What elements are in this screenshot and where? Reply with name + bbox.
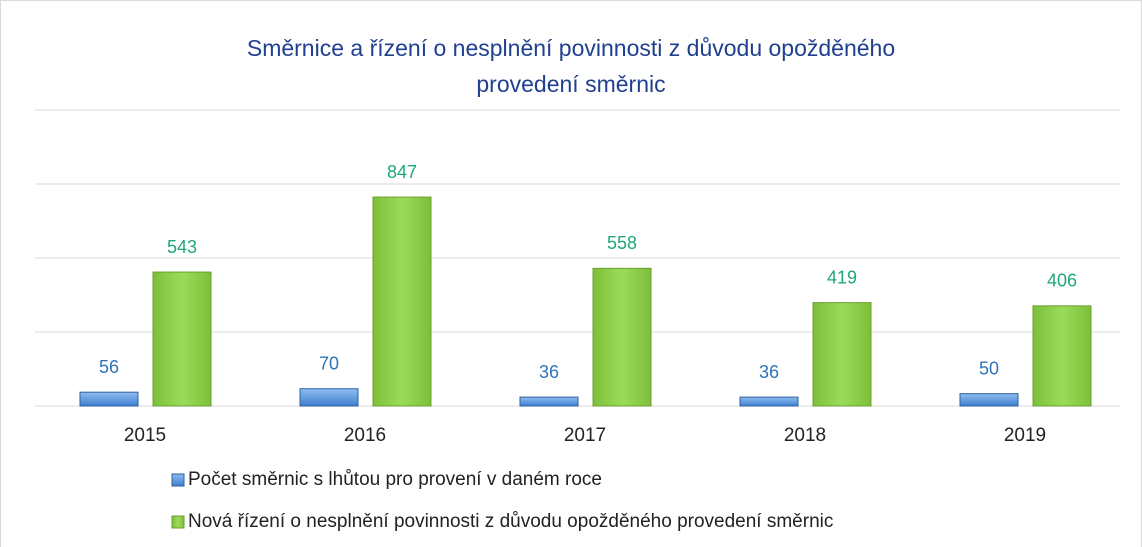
- bar: [1032, 305, 1092, 407]
- x-tick-label: 2018: [784, 425, 826, 446]
- data-label: 847: [387, 162, 417, 182]
- bar: [812, 302, 872, 407]
- chart-title: provedení směrnic: [476, 71, 665, 97]
- legend-swatch: [171, 473, 185, 487]
- bar: [79, 391, 139, 407]
- x-tick-label: 2019: [1004, 425, 1046, 446]
- x-tick-label: 2016: [344, 425, 386, 446]
- chart-title: Směrnice a řízení o nesplnění povinnosti…: [247, 35, 895, 61]
- bar: [519, 396, 579, 407]
- data-label: 56: [99, 357, 119, 377]
- data-label: 36: [759, 362, 779, 382]
- data-label: 419: [827, 267, 857, 287]
- data-label: 406: [1047, 271, 1077, 291]
- x-tick-label: 2017: [564, 425, 606, 446]
- data-label: 36: [539, 362, 559, 382]
- bar: [959, 393, 1019, 407]
- data-label: 50: [979, 358, 999, 378]
- bar: [299, 388, 359, 407]
- data-label: 543: [167, 237, 197, 257]
- bar: [372, 196, 432, 407]
- bar: [152, 271, 212, 407]
- x-tick-label: 2015: [124, 425, 166, 446]
- legend-label: Nová řízení o nesplnění povinnosti z dův…: [188, 511, 833, 532]
- legend-label: Počet směrnic s lhůtou pro provení v dan…: [188, 469, 602, 490]
- data-label: 558: [607, 233, 637, 253]
- legend-swatch: [171, 515, 185, 529]
- bar: [592, 267, 652, 407]
- data-label: 70: [319, 353, 339, 373]
- bar: [739, 396, 799, 407]
